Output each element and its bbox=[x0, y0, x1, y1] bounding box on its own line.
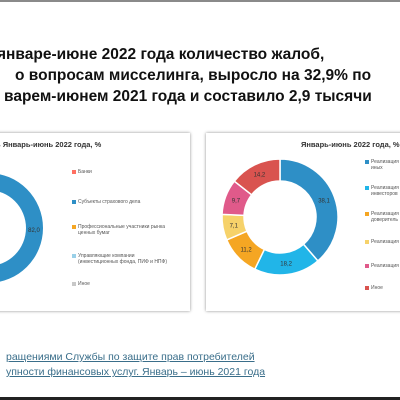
legend-label: Реализация bbox=[371, 239, 399, 245]
legend-swatch bbox=[72, 170, 76, 174]
legend-label: Субъекты страхового дела bbox=[78, 199, 141, 205]
legend-swatch bbox=[365, 240, 369, 244]
legend-swatch bbox=[72, 254, 76, 258]
donut-data-label: 18,2 bbox=[280, 262, 292, 268]
caption-line-2[interactable]: упности финансовых услуг. Январь – июнь … bbox=[6, 366, 266, 378]
legend-label: Реализация bbox=[371, 211, 399, 217]
legend-label: Иное bbox=[78, 281, 90, 287]
donut-data-label: 14,2 bbox=[254, 173, 266, 179]
chart-panel-left: ь Январь-июнь 2022 года, % 82,0 Банки Су… bbox=[0, 133, 190, 311]
legend-label: Управляющие компании bbox=[78, 253, 135, 259]
donut-data-label: 38,1 bbox=[318, 199, 330, 205]
legend-label-cont: иных bbox=[371, 165, 383, 171]
legend-label: Реализация bbox=[371, 263, 399, 269]
legend-swatch bbox=[365, 212, 369, 216]
headline-line-2: о вопросам мисселинга, выросло на 32,9% … bbox=[15, 67, 372, 84]
chart-title-left: ь Январь-июнь 2022 года, % bbox=[0, 140, 102, 149]
legend-swatch bbox=[72, 225, 76, 229]
legend-label-cont: ценных бумаг bbox=[78, 230, 110, 236]
legend-swatch bbox=[365, 286, 369, 290]
legend-right: Реализация иных Реализация инвесторов Ре… bbox=[365, 159, 400, 299]
headline-line-3: варем-июнем 2021 года и составило 2,9 ты… bbox=[4, 88, 372, 105]
legend-label-cont: инвесторов bbox=[371, 191, 398, 197]
donut-chart-right: 38,1 18,2 11,2 7,1 9,7 14,2 bbox=[221, 158, 339, 276]
chart-title-right: Январь-июнь 2022 года, % bbox=[301, 140, 400, 149]
legend-left: Банки Субъекты страхового дела Профессио… bbox=[72, 169, 190, 299]
legend-swatch bbox=[365, 264, 369, 268]
legend-swatch bbox=[365, 160, 369, 164]
legend-label: Реализация bbox=[371, 185, 399, 191]
donut-data-label: 9,7 bbox=[232, 199, 241, 205]
donut-slice bbox=[233, 158, 281, 196]
source-caption[interactable]: ращениями Службы по защите прав потребит… bbox=[0, 350, 400, 380]
legend-swatch bbox=[365, 186, 369, 190]
legend-swatch bbox=[72, 282, 76, 286]
headline-line-1: январе-июне 2022 года количество жалоб, bbox=[0, 46, 325, 63]
legend-label: Банки bbox=[78, 169, 92, 175]
donut-slice bbox=[279, 158, 339, 262]
legend-label-cont: доверитель bbox=[371, 217, 399, 223]
legend-label: Реализация bbox=[371, 159, 399, 165]
slide-headline: январе-июне 2022 года количество жалоб, … bbox=[0, 44, 400, 107]
legend-swatch bbox=[72, 200, 76, 204]
legend-label-cont: (инвестиционных фонда, ПИФ и НПФ) bbox=[78, 259, 167, 265]
legend-label: Иное bbox=[371, 285, 383, 291]
chart-panel-right: Январь-июнь 2022 года, % 38,1 18,2 11,2 7,1… bbox=[206, 133, 400, 311]
donut-data-label: 82,0 bbox=[28, 228, 40, 234]
donut-slice bbox=[0, 174, 44, 282]
donut-data-label: 11,2 bbox=[240, 248, 252, 254]
donut-chart-left: 82,0 bbox=[0, 174, 44, 282]
donut-data-label: 7,1 bbox=[230, 223, 239, 229]
caption-line-1[interactable]: ращениями Службы по защите прав потребит… bbox=[6, 351, 255, 363]
legend-label: Профессиональные участники рынка bbox=[78, 224, 166, 230]
